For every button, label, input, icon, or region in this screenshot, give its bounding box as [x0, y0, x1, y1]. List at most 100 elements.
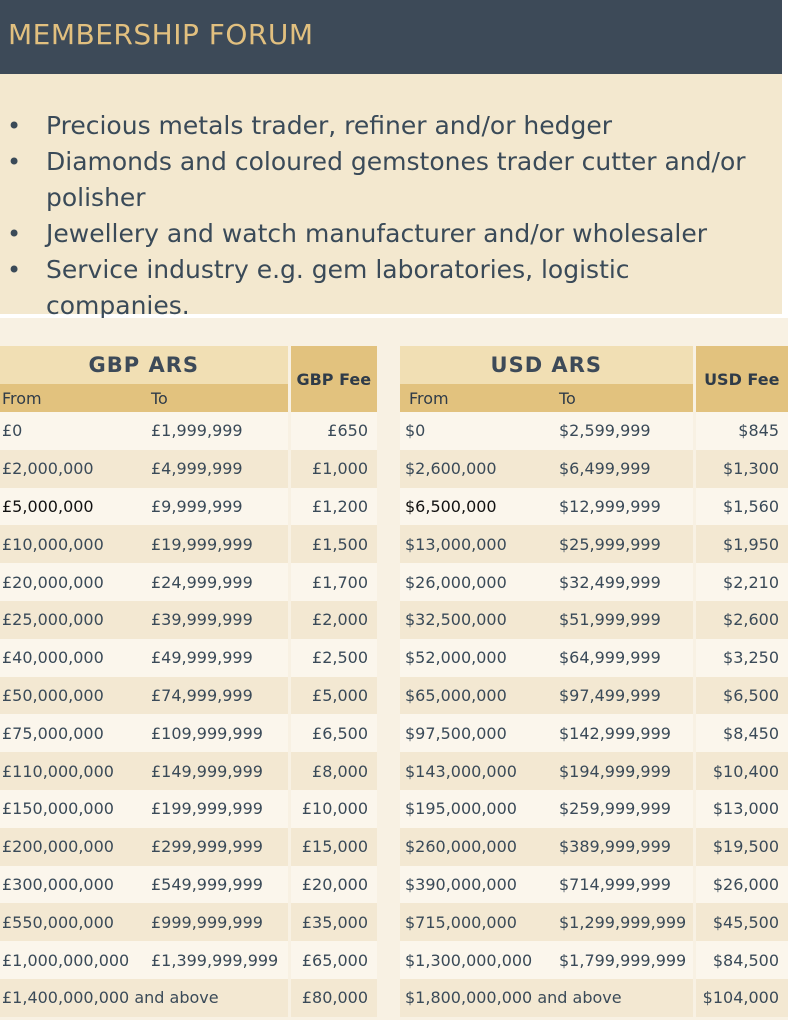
table-row: £2,000,000 £4,999,999 £1,000: [0, 449, 377, 488]
usd-fee-table: USD ARS USD Fee From To $0 $2,599,999 $845…: [400, 346, 788, 1017]
cell-from: £20,000,000: [0, 563, 142, 601]
cell-from: £10,000,000: [0, 525, 142, 564]
cell-from: £25,000,000: [0, 600, 142, 639]
table-row: £1,000,000,000 £1,399,999,999 £65,000: [0, 941, 377, 979]
cell-to: $194,999,999: [550, 752, 694, 790]
cell-to: £49,999,999: [142, 638, 289, 677]
cell-to: $1,299,999,999: [550, 903, 694, 942]
cell-fee: $84,500: [692, 941, 788, 979]
membership-criteria-panel: Precious metals trader, refiner and/or h…: [0, 74, 782, 320]
cell-to: £74,999,999: [142, 676, 289, 715]
list-item: Service industry e.g. gem laboratories, …: [0, 252, 746, 324]
cell-to: £199,999,999: [142, 789, 289, 828]
cell-from: £300,000,000: [0, 865, 142, 904]
cell-fee: £2,000: [287, 600, 377, 639]
cell-fee: $3,250: [692, 638, 788, 677]
table-row: $65,000,000 $97,499,999 $6,500: [400, 676, 788, 715]
cell-range: £1,400,000,000 and above: [0, 978, 289, 1017]
cell-fee: £10,000: [287, 789, 377, 828]
cell-from: £550,000,000: [0, 903, 142, 942]
table-row: £150,000,000 £199,999,999 £10,000: [0, 789, 377, 828]
table-row: $26,000,000 $32,499,999 $2,210: [400, 563, 788, 601]
cell-to: £4,999,999: [142, 449, 289, 488]
cell-fee: $26,000: [692, 865, 788, 904]
cell-fee: $1,950: [692, 525, 788, 564]
cell-fee: £20,000: [287, 865, 377, 904]
cell-from: $65,000,000: [400, 676, 550, 715]
cell-fee: £6,500: [287, 714, 377, 753]
cell-from: £2,000,000: [0, 449, 142, 488]
cell-fee: $10,400: [692, 752, 788, 790]
table-row: £25,000,000 £39,999,999 £2,000: [0, 600, 377, 639]
cell-to: £24,999,999: [142, 563, 289, 601]
cell-fee: $2,600: [692, 600, 788, 639]
cell-fee: £650: [287, 412, 377, 450]
table-row: $390,000,000 $714,999,999 $26,000: [400, 865, 788, 904]
cell-from: $32,500,000: [400, 600, 550, 639]
page-header: MEMBERSHIP FORUM: [0, 0, 782, 74]
cell-to: £19,999,999: [142, 525, 289, 564]
cell-fee: £8,000: [287, 752, 377, 790]
cell-fee: $104,000: [692, 978, 788, 1017]
table-row: £110,000,000 £149,999,999 £8,000: [0, 752, 377, 790]
cell-fee: $45,500: [692, 903, 788, 942]
gbp-to-heading: To: [142, 384, 289, 412]
cell-fee: $1,560: [692, 487, 788, 526]
cell-range: $1,800,000,000 and above: [400, 978, 694, 1017]
cell-from: $26,000,000: [400, 563, 550, 601]
cell-from: $2,600,000: [400, 449, 550, 488]
cell-to: £999,999,999: [142, 903, 289, 942]
table-row: £40,000,000 £49,999,999 £2,500: [0, 638, 377, 677]
cell-to: £109,999,999: [142, 714, 289, 753]
cell-to: $51,999,999: [550, 600, 694, 639]
cell-to: $1,799,999,999: [550, 941, 694, 979]
table-row: $2,600,000 $6,499,999 $1,300: [400, 449, 788, 488]
cell-from: $97,500,000: [400, 714, 550, 753]
cell-to: £149,999,999: [142, 752, 289, 790]
usd-fee-heading: USD Fee: [692, 346, 788, 412]
table-row: $143,000,000 $194,999,999 $10,400: [400, 752, 788, 790]
table-row: £300,000,000 £549,999,999 £20,000: [0, 865, 377, 904]
cell-to: £9,999,999: [142, 487, 289, 526]
table-row: £20,000,000 £24,999,999 £1,700: [0, 563, 377, 601]
cell-from: $260,000,000: [400, 827, 550, 866]
cell-to: $2,599,999: [550, 412, 694, 450]
cell-from: $6,500,000: [400, 487, 550, 526]
table-row: $6,500,000 $12,999,999 $1,560: [400, 487, 788, 526]
cell-fee: $2,210: [692, 563, 788, 601]
table-row: $52,000,000 $64,999,999 $3,250: [400, 638, 788, 677]
cell-from: $0: [400, 412, 550, 450]
cell-to: $32,499,999: [550, 563, 694, 601]
cell-fee: £35,000: [287, 903, 377, 942]
table-row: £75,000,000 £109,999,999 £6,500: [0, 714, 377, 753]
cell-from: $1,300,000,000: [400, 941, 550, 979]
cell-fee: £80,000: [287, 978, 377, 1017]
table-row: $715,000,000 $1,299,999,999 $45,500: [400, 903, 788, 942]
cell-from: £110,000,000: [0, 752, 142, 790]
membership-criteria-list: Precious metals trader, refiner and/or h…: [0, 108, 746, 324]
cell-to: £39,999,999: [142, 600, 289, 639]
table-row: £550,000,000 £999,999,999 £35,000: [0, 903, 377, 942]
cell-to: $6,499,999: [550, 449, 694, 488]
cell-from: $715,000,000: [400, 903, 550, 942]
table-row: $0 $2,599,999 $845: [400, 412, 788, 450]
cell-from: $390,000,000: [400, 865, 550, 904]
cell-fee: $13,000: [692, 789, 788, 828]
cell-from: £40,000,000: [0, 638, 142, 677]
cell-from: £200,000,000: [0, 827, 142, 866]
cell-fee: £1,700: [287, 563, 377, 601]
list-item: Jewellery and watch manufacturer and/or …: [0, 216, 746, 252]
usd-to-heading: To: [550, 384, 694, 412]
cell-from: £50,000,000: [0, 676, 142, 715]
table-row: £0 £1,999,999 £650: [0, 412, 377, 450]
cell-fee: £65,000: [287, 941, 377, 979]
cell-to: £1,999,999: [142, 412, 289, 450]
cell-to: £299,999,999: [142, 827, 289, 866]
list-item: Diamonds and coloured gemstones trader c…: [0, 144, 746, 216]
cell-from: £75,000,000: [0, 714, 142, 753]
cell-to: £1,399,999,999: [142, 941, 289, 979]
cell-to: $142,999,999: [550, 714, 694, 753]
cell-fee: £5,000: [287, 676, 377, 715]
cell-from: £5,000,000: [0, 487, 142, 526]
cell-from: $143,000,000: [400, 752, 550, 790]
